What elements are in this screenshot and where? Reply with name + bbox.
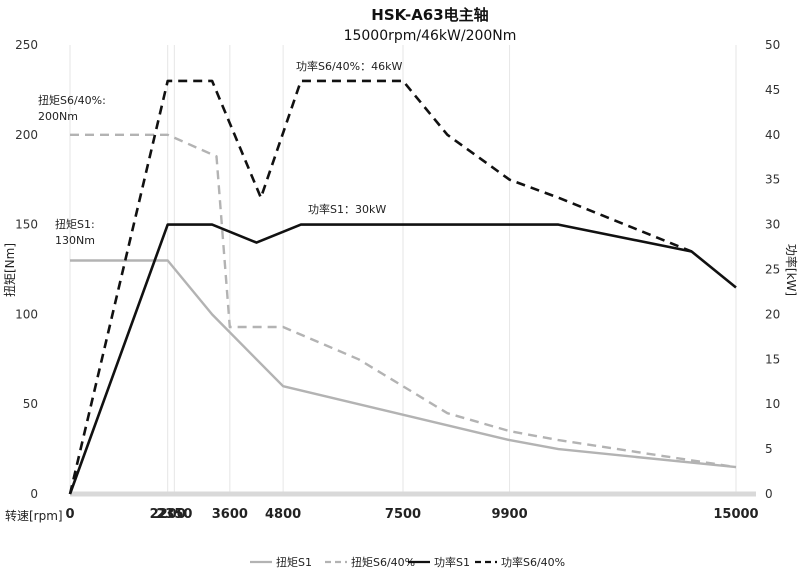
x-tick-label: 4800 [265, 507, 301, 522]
annotations: 扭矩S6/40%: 200Nm 扭矩S1: 130Nm 功率S6/40%：46kW 功率S… [38, 59, 403, 247]
y-right-tick-label: 20 [765, 307, 780, 321]
annotation-label: 功率S1：30kW [308, 202, 386, 216]
series-line-1 [70, 259, 737, 469]
legend-entry: 功率S6/40% [501, 555, 565, 569]
y-right-tick-label: 15 [765, 352, 780, 366]
x-tick-label: 2350 [156, 507, 192, 522]
y-right-tick-label: 25 [765, 263, 780, 277]
y-right-tick-label: 10 [765, 397, 780, 411]
y-left-tick-label: 100 [15, 307, 38, 321]
x-axis-label: 转速[rpm] [5, 508, 63, 523]
y-right-tick-label: 35 [765, 173, 780, 187]
y-right-tick-label: 40 [765, 128, 780, 142]
x-tick-label: 0 [65, 507, 74, 522]
y-axis-left-label: 扭矩[Nm] [3, 243, 17, 297]
y-right-tick-label: 0 [765, 487, 773, 501]
series-lines [68, 79, 737, 495]
annotation-label: 扭矩S6/40%: [38, 93, 106, 107]
x-tick-label: 7500 [385, 507, 421, 522]
annotation-label: 扭矩S1: [55, 217, 95, 231]
y-left-tick-label: 250 [15, 38, 38, 52]
legend: 扭矩S1 扭矩S6/40% 功率S1 功率S6/40% [250, 555, 565, 569]
chart-subtitle: 15000rpm/46kW/200Nm [344, 28, 517, 44]
y-left-tick-label: 150 [15, 218, 38, 232]
y-right-tick-label: 30 [765, 218, 780, 232]
y-right-tick-label: 50 [765, 38, 780, 52]
y-left-tick-label: 50 [23, 397, 38, 411]
series-line-4 [68, 79, 693, 495]
legend-entry: 功率S1 [434, 555, 470, 569]
annotation-label: 130Nm [55, 234, 95, 247]
annotation-label: 200Nm [38, 110, 78, 123]
chart-title: HSK-A63电主轴 [371, 6, 488, 24]
legend-entry: 扭矩S1 [276, 555, 312, 569]
x-tick-label: 9900 [491, 507, 527, 522]
y-right-tick-label: 45 [765, 83, 780, 97]
annotation-label: 功率S6/40%：46kW [296, 59, 403, 73]
x-tick-label: 3600 [212, 507, 248, 522]
y-left-tick-label: 200 [15, 128, 38, 142]
y-left-tick-label: 0 [30, 487, 38, 501]
grid [69, 45, 737, 494]
legend-entry: 扭矩S6/40% [351, 555, 415, 569]
y-right-tick-label: 5 [765, 442, 773, 456]
x-tick-label: 2200 [150, 507, 186, 522]
x-tick-label: 15000 [713, 507, 758, 522]
series-line-2 [70, 133, 737, 469]
y-axis-right-label: 功率[kW] [784, 244, 799, 296]
series-line-3 [68, 223, 737, 495]
